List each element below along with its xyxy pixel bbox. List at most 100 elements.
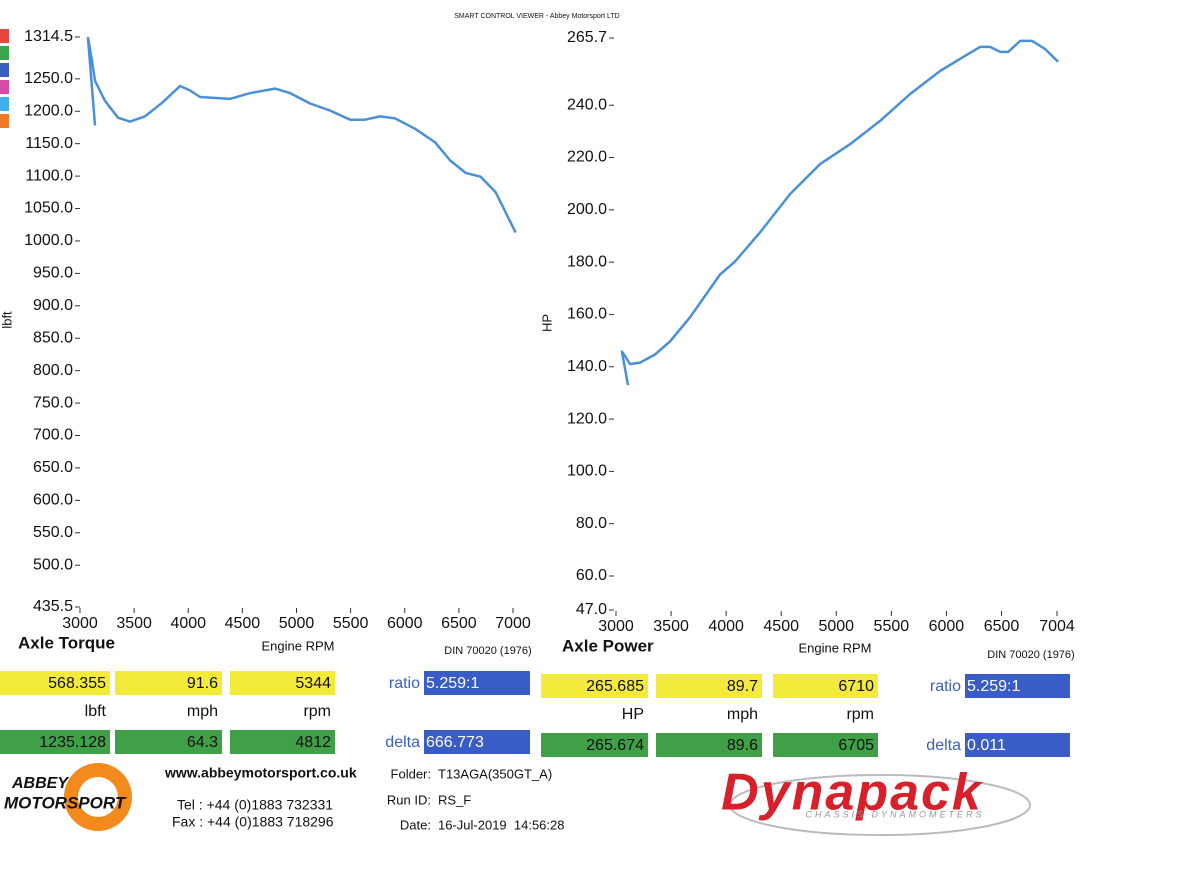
run-info-label: Date:	[400, 817, 431, 832]
logo-line: ABBEY	[11, 775, 69, 792]
y-tick-label: 500.0	[33, 556, 73, 573]
unit-label: lbft	[85, 703, 107, 720]
run-info-label: Run ID:	[387, 792, 431, 807]
y-tick-label: 900.0	[33, 297, 73, 314]
y-tick-label: 1050.0	[24, 200, 73, 217]
y-tick-label: 600.0	[33, 492, 73, 509]
delta-value: 0.011	[967, 737, 1006, 754]
unit-label: rpm	[303, 703, 331, 720]
ratio-value: 5.259:1	[426, 675, 479, 692]
chart-title: Axle Power	[562, 636, 654, 655]
x-axis-label: Engine RPM	[799, 640, 872, 655]
side-swatches	[0, 29, 9, 128]
unit-label: mph	[187, 703, 218, 720]
x-tick-label: 7004	[1039, 618, 1075, 635]
primary-box	[0, 671, 110, 695]
fax: Fax : +44 (0)1883 718296	[172, 814, 334, 830]
secondary-box	[0, 730, 110, 754]
secondary-box	[773, 733, 878, 757]
primary-value: 265.685	[586, 678, 644, 695]
primary-box	[115, 671, 222, 695]
ratio-value: 5.259:1	[967, 678, 1020, 695]
primary-box	[230, 671, 335, 695]
secondary-box	[656, 733, 762, 757]
x-tick-label: 4500	[763, 618, 799, 635]
run-info-value: 16-Jul-2019 14:56:28	[438, 817, 564, 832]
delta-label: delta	[926, 737, 961, 754]
primary-box	[773, 674, 878, 698]
x-tick-label: 5000	[279, 615, 315, 632]
secondary-box	[541, 733, 648, 757]
y-tick-label: 550.0	[33, 524, 73, 541]
y-tick-label: 1250.0	[24, 70, 73, 87]
x-tick-label: 7000	[495, 615, 531, 632]
y-tick-label: 265.7	[567, 29, 607, 46]
swatch	[0, 46, 9, 60]
y-tick-label: 850.0	[33, 329, 73, 346]
primary-box	[656, 674, 762, 698]
run-info-label: Folder:	[391, 766, 431, 781]
website: www.abbeymotorsport.co.uk	[164, 765, 357, 781]
secondary-value: 64.3	[187, 734, 218, 751]
y-tick-label: 47.0	[576, 601, 607, 618]
logo-line: MOTORSPORT	[4, 793, 127, 812]
y-tick-label: 750.0	[33, 394, 73, 411]
secondary-box	[115, 730, 222, 754]
y-axis-label: HP	[539, 314, 554, 332]
y-tick-label: 800.0	[33, 362, 73, 379]
y-tick-label: 140.0	[567, 358, 607, 375]
y-tick-label: 180.0	[567, 253, 607, 270]
delta-label: delta	[385, 734, 420, 751]
secondary-value: 6705	[838, 737, 874, 754]
y-tick-label: 700.0	[33, 427, 73, 444]
y-tick-label: 1150.0	[25, 135, 73, 152]
y-tick-label: 1000.0	[24, 232, 73, 249]
x-tick-label: 3500	[653, 618, 689, 635]
primary-box	[541, 674, 648, 698]
brand: Dynapack	[721, 764, 984, 822]
y-tick-label: 160.0	[567, 306, 607, 323]
sun-center	[78, 777, 118, 817]
chart-title: Axle Torque	[18, 633, 115, 652]
swatch	[0, 63, 9, 77]
x-tick-label: 4000	[170, 615, 206, 632]
unit-label: mph	[727, 706, 758, 723]
swatch	[0, 29, 9, 43]
header: SMART CONTROL VIEWER - Abbey Motorsport …	[454, 13, 619, 20]
run-info-value: RS_F	[438, 792, 471, 807]
y-tick-label: 200.0	[567, 201, 607, 218]
secondary-value: 1235.128	[39, 734, 106, 751]
standard-note: DIN 70020 (1976)	[444, 645, 531, 657]
x-tick-label: 6000	[387, 615, 423, 632]
delta-value: 666.773	[426, 734, 484, 751]
primary-value: 6710	[838, 678, 874, 695]
y-tick-label: 100.0	[567, 463, 607, 480]
curve	[86, 36, 517, 234]
y-tick-label: 1200.0	[24, 102, 73, 119]
primary-value: 91.6	[187, 675, 218, 692]
y-tick-label: 220.0	[567, 149, 607, 166]
y-tick-label: 650.0	[33, 459, 73, 476]
x-axis-label: Engine RPM	[262, 638, 335, 653]
x-tick-label: 5500	[333, 615, 369, 632]
x-tick-label: 6500	[984, 618, 1020, 635]
y-tick-label: 80.0	[576, 515, 607, 532]
brand-swoosh	[729, 774, 1031, 836]
secondary-value: 89.6	[727, 737, 758, 754]
unit-label: rpm	[846, 706, 874, 723]
ratio-box	[424, 671, 530, 695]
secondary-value: 4812	[295, 734, 331, 751]
x-tick-label: 4000	[708, 618, 744, 635]
y-tick-label: 240.0	[567, 96, 607, 113]
tel: Tel : +44 (0)1883 732331	[177, 797, 333, 813]
secondary-value: 265.674	[586, 737, 644, 754]
curve	[620, 39, 1059, 386]
secondary-box	[230, 730, 335, 754]
x-tick-label: 6500	[441, 615, 477, 632]
x-tick-label: 3500	[116, 615, 152, 632]
delta-box	[424, 730, 530, 754]
y-tick-label: 60.0	[576, 567, 607, 584]
delta-box	[965, 733, 1070, 757]
